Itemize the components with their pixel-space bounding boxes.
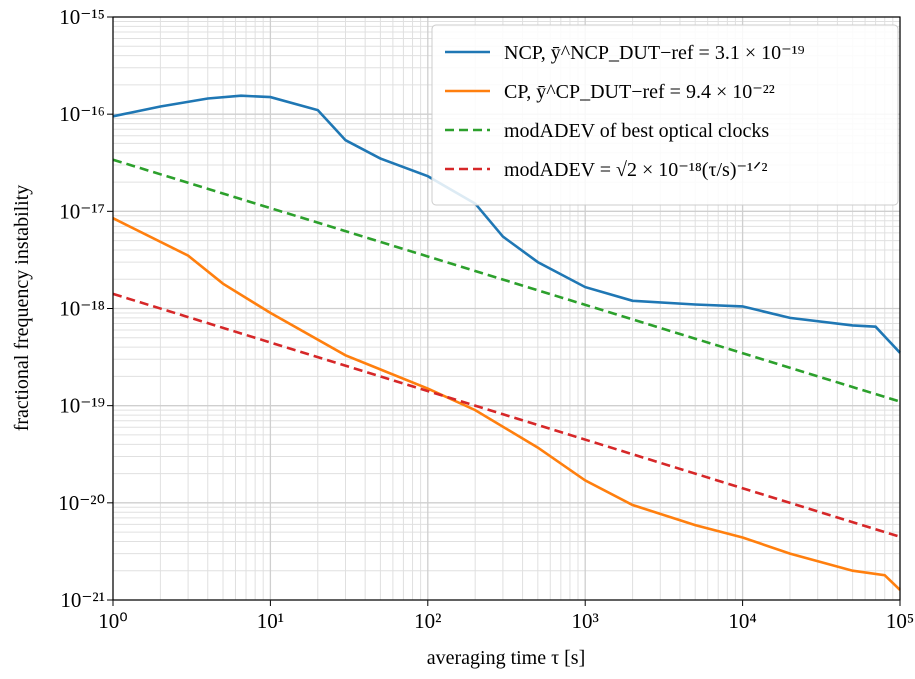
y-tick-label: 10⁻¹⁵ xyxy=(59,5,105,29)
series-line xyxy=(112,94,901,354)
x-tick-label: 10³ xyxy=(572,609,599,633)
series-line xyxy=(112,158,901,403)
y-tick-label: 10⁻¹⁸ xyxy=(59,297,105,321)
y-tick-label: 10⁻¹⁷ xyxy=(59,199,105,223)
legend-label: CP, ȳ^CP_DUT−ref = 9.4 × 10⁻²² xyxy=(504,81,775,103)
x-tick-label: 10¹ xyxy=(257,609,284,633)
x-axis-label: averaging time τ [s] xyxy=(427,647,586,669)
series-line xyxy=(112,292,901,539)
legend-label: NCP, ȳ^NCP_DUT−ref = 3.1 × 10⁻¹⁹ xyxy=(504,42,805,64)
legend: NCP, ȳ^NCP_DUT−ref = 3.1 × 10⁻¹⁹ CP, ȳ^CP… xyxy=(431,24,899,206)
y-tick-label: 10⁻²¹ xyxy=(60,588,105,612)
x-tick-label: 10² xyxy=(414,609,441,633)
y-tick-label: 10⁻¹⁹ xyxy=(59,394,105,418)
legend-label: modADEV = √2 × 10⁻¹⁸(τ/s)⁻¹ᐟ² xyxy=(504,159,768,181)
y-tick-label: 10⁻¹⁶ xyxy=(59,102,105,126)
x-tick-label: 10⁰ xyxy=(98,609,127,633)
plot-frame xyxy=(112,16,901,601)
x-tick-label: 10⁴ xyxy=(728,609,756,633)
y-tick-label: 10⁻²⁰ xyxy=(58,491,105,515)
y-axis-label: fractional frequency instability xyxy=(11,185,33,432)
x-tick-label: 10⁵ xyxy=(886,609,914,633)
legend-label: modADEV of best optical clocks xyxy=(504,120,769,142)
series-line xyxy=(112,217,901,591)
legend-box xyxy=(431,24,899,206)
